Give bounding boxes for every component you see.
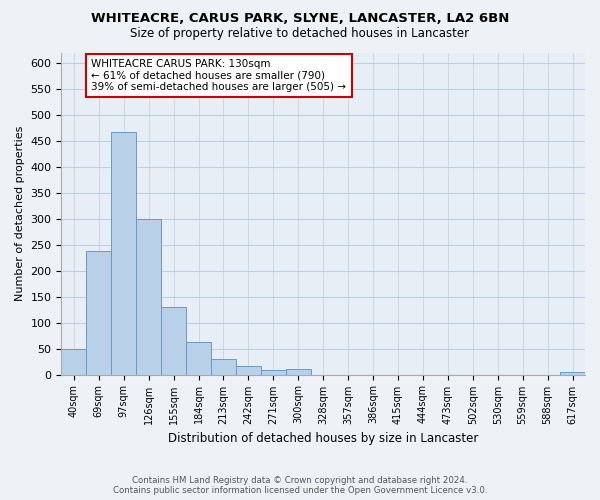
Text: WHITEACRE CARUS PARK: 130sqm
← 61% of detached houses are smaller (790)
39% of s: WHITEACRE CARUS PARK: 130sqm ← 61% of de…: [91, 58, 346, 92]
Bar: [136, 218, 161, 374]
Bar: [111, 132, 136, 374]
Text: Contains HM Land Registry data © Crown copyright and database right 2024.
Contai: Contains HM Land Registry data © Crown c…: [113, 476, 487, 495]
Bar: [261, 370, 286, 374]
Bar: [286, 370, 311, 374]
Bar: [560, 372, 585, 374]
Text: Size of property relative to detached houses in Lancaster: Size of property relative to detached ho…: [130, 28, 470, 40]
Bar: [86, 252, 111, 374]
Y-axis label: Number of detached properties: Number of detached properties: [15, 126, 25, 301]
Bar: [211, 359, 236, 374]
Text: WHITEACRE, CARUS PARK, SLYNE, LANCASTER, LA2 6BN: WHITEACRE, CARUS PARK, SLYNE, LANCASTER,…: [91, 12, 509, 26]
Bar: [61, 348, 86, 374]
Bar: [186, 342, 211, 374]
X-axis label: Distribution of detached houses by size in Lancaster: Distribution of detached houses by size …: [168, 432, 478, 445]
Bar: [161, 307, 186, 374]
Bar: [236, 366, 261, 374]
